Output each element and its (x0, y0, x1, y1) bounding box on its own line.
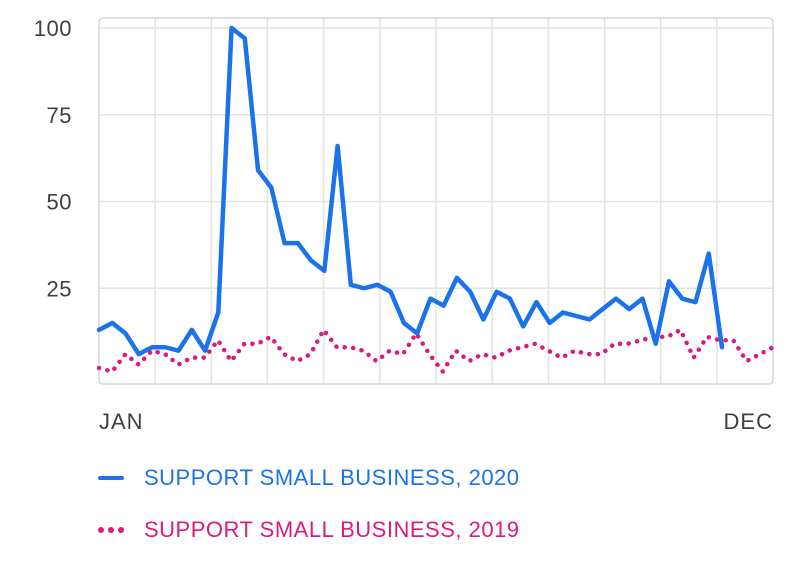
legend-label-2019: SUPPORT SMALL BUSINESS, 2019 (144, 517, 520, 542)
legend-label-2020: SUPPORT SMALL BUSINESS, 2020 (144, 465, 520, 490)
legend-swatch-dotted-line (96, 525, 136, 535)
y-axis-tick-labels: 100 75 50 25 (34, 16, 72, 301)
y-tick-label: 75 (47, 103, 72, 128)
legend-dot (98, 527, 104, 533)
horizontal-gridlines (99, 27, 773, 289)
x-tick-label-start: JAN (99, 409, 144, 434)
legend-item-2020: SUPPORT SMALL BUSINESS, 2020 (96, 463, 716, 493)
legend-swatch-solid-line (96, 473, 136, 483)
series-line-2020 (96, 25, 725, 357)
series-layer (96, 25, 776, 374)
series-line-2019 (96, 327, 776, 374)
legend-dot (108, 527, 114, 533)
plot-area-frame (98, 17, 774, 385)
x-tick-label-end: DEC (724, 409, 773, 434)
y-tick-label: 100 (34, 16, 72, 41)
legend-dot (118, 527, 124, 533)
y-tick-label: 25 (47, 276, 72, 301)
y-tick-label: 50 (47, 190, 72, 215)
legend-item-2019: SUPPORT SMALL BUSINESS, 2019 (96, 515, 716, 545)
line-chart-svg: 100 75 50 25 JAN DEC (34, 16, 776, 434)
